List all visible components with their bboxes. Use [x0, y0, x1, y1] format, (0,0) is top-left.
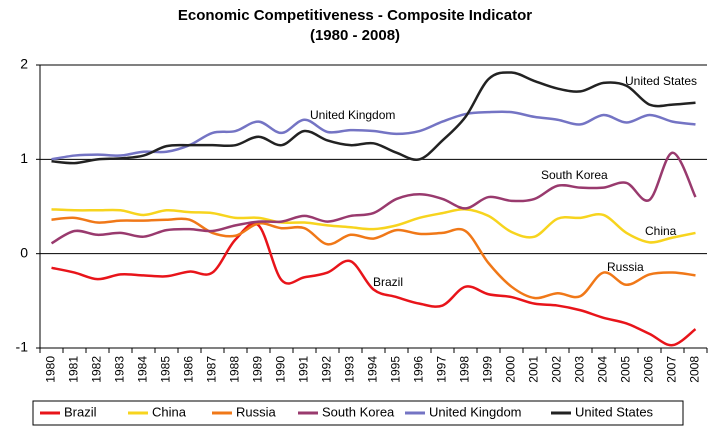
x-tick-label: 1984 — [136, 356, 150, 383]
x-tick-label: 1981 — [67, 356, 81, 383]
x-tick-label: 1999 — [481, 356, 495, 383]
x-tick-label: 2008 — [688, 356, 702, 383]
series-annotation: Russia — [607, 260, 644, 274]
chart-subtitle: (1980 - 2008) — [310, 27, 400, 44]
x-tick-label: 1994 — [366, 356, 380, 383]
legend-label: China — [152, 404, 187, 419]
x-tick-label: 2003 — [573, 356, 587, 383]
x-tick-label: 1988 — [228, 356, 242, 383]
x-tick-label: 2004 — [596, 356, 610, 383]
legend-label: United Kingdom — [429, 404, 522, 419]
chart-title: Economic Competitiveness - Composite Ind… — [178, 7, 532, 24]
x-tick-label: 1992 — [320, 356, 334, 383]
series-annotation: Brazil — [373, 275, 403, 289]
legend-label: United States — [575, 404, 654, 419]
series-line — [51, 222, 697, 347]
y-tick-label: -1 — [16, 339, 29, 355]
x-tick-label: 1987 — [205, 356, 219, 383]
x-tick-label: 1995 — [389, 356, 403, 383]
x-tick-label: 2005 — [619, 356, 633, 383]
x-tick-label: 1990 — [274, 356, 288, 383]
legend-label: South Korea — [322, 404, 395, 419]
x-tick-label: 1997 — [435, 356, 449, 383]
x-tick-label: 2007 — [665, 356, 679, 383]
y-tick-label: 2 — [20, 56, 28, 72]
x-tick-label: 1989 — [251, 356, 265, 383]
x-tick-label: 1986 — [182, 356, 196, 383]
x-tick-label: 1991 — [297, 356, 311, 383]
series-line — [51, 110, 696, 161]
y-tick-label: 0 — [20, 244, 28, 260]
x-tick-label: 1998 — [458, 356, 472, 383]
x-tick-label: 1993 — [343, 356, 357, 383]
x-tick-label: 2002 — [550, 356, 564, 383]
series-annotation: South Korea — [541, 168, 608, 182]
x-tick-label: 1982 — [90, 356, 104, 383]
series-line — [51, 216, 696, 300]
x-tick-label: 1983 — [113, 356, 127, 383]
x-tick-label: 1985 — [159, 356, 173, 383]
legend-label: Brazil — [64, 404, 97, 419]
series-line — [51, 208, 696, 244]
series-line — [51, 71, 696, 165]
x-tick-label: 2000 — [504, 356, 518, 383]
series-annotation: China — [645, 224, 677, 238]
series-line — [50, 151, 697, 245]
legend-label: Russia — [236, 404, 277, 419]
series-annotation: United Kingdom — [310, 108, 395, 122]
legend-box — [32, 400, 684, 426]
x-tick-label: 2001 — [527, 356, 541, 383]
x-tick-label: 1996 — [412, 356, 426, 383]
x-tick-label: 1980 — [44, 356, 58, 383]
y-tick-label: 1 — [20, 150, 28, 166]
series-annotation: United States — [625, 74, 697, 88]
x-tick-label: 2006 — [642, 356, 656, 383]
